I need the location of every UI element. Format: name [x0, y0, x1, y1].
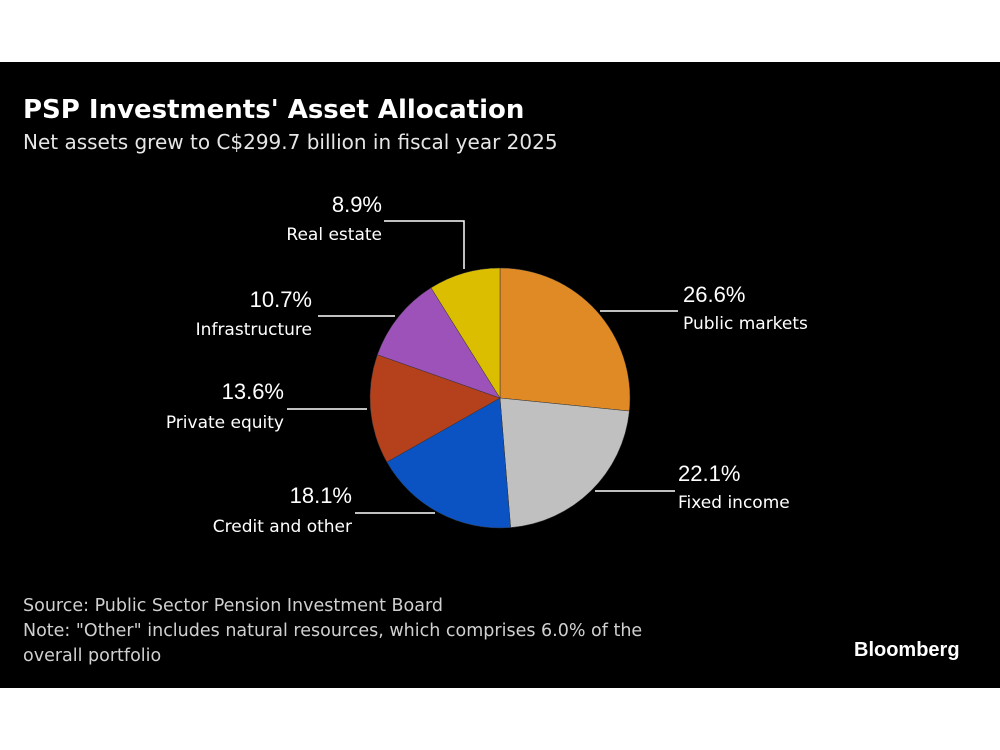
pie-slice-public-markets [499, 267, 631, 412]
data-label-public-markets-pct: 26.6% [683, 282, 746, 307]
chart-panel: PSP Investments' Asset Allocation Net as… [0, 62, 1000, 688]
data-label-real-estate-pct: 8.9% [331, 192, 382, 217]
data-label-fixed-income-pct: 22.1% [678, 461, 741, 486]
pie-slice-infrastructure [377, 287, 501, 399]
data-label-real-estate: Real estate [286, 225, 382, 245]
data-label-private-equity-pct: 13.6% [221, 379, 284, 404]
chart-title: PSP Investments' Asset Allocation [23, 95, 525, 125]
pie-slice-private-equity [369, 354, 501, 463]
data-label-credit-pct: 18.1% [289, 483, 352, 508]
data-label-public-markets: Public markets [683, 314, 808, 334]
pie-slice-credit-and-other [386, 397, 511, 529]
footnote-line-2: overall portfolio [23, 646, 162, 666]
source-note: Source: Public Sector Pension Investment… [23, 596, 443, 616]
footnote-line-1: Note: "Other" includes natural resources… [23, 621, 643, 641]
data-label-private-equity: Private equity [165, 413, 284, 433]
bloomberg-logo: Bloomberg [854, 639, 960, 661]
pie-chart [287, 220, 678, 529]
data-label-fixed-income: Fixed income [678, 493, 790, 513]
chart-subtitle: Net assets grew to C$299.7 billion in fi… [23, 130, 558, 154]
leader-line-real-estate [384, 220, 465, 269]
data-label-credit: Credit and other [212, 517, 352, 537]
data-label-infrastructure-pct: 10.7% [249, 287, 312, 312]
data-label-infrastructure: Infrastructure [195, 320, 312, 340]
pie-slice-real-estate [430, 267, 501, 399]
pie-slice-fixed-income [499, 397, 630, 528]
